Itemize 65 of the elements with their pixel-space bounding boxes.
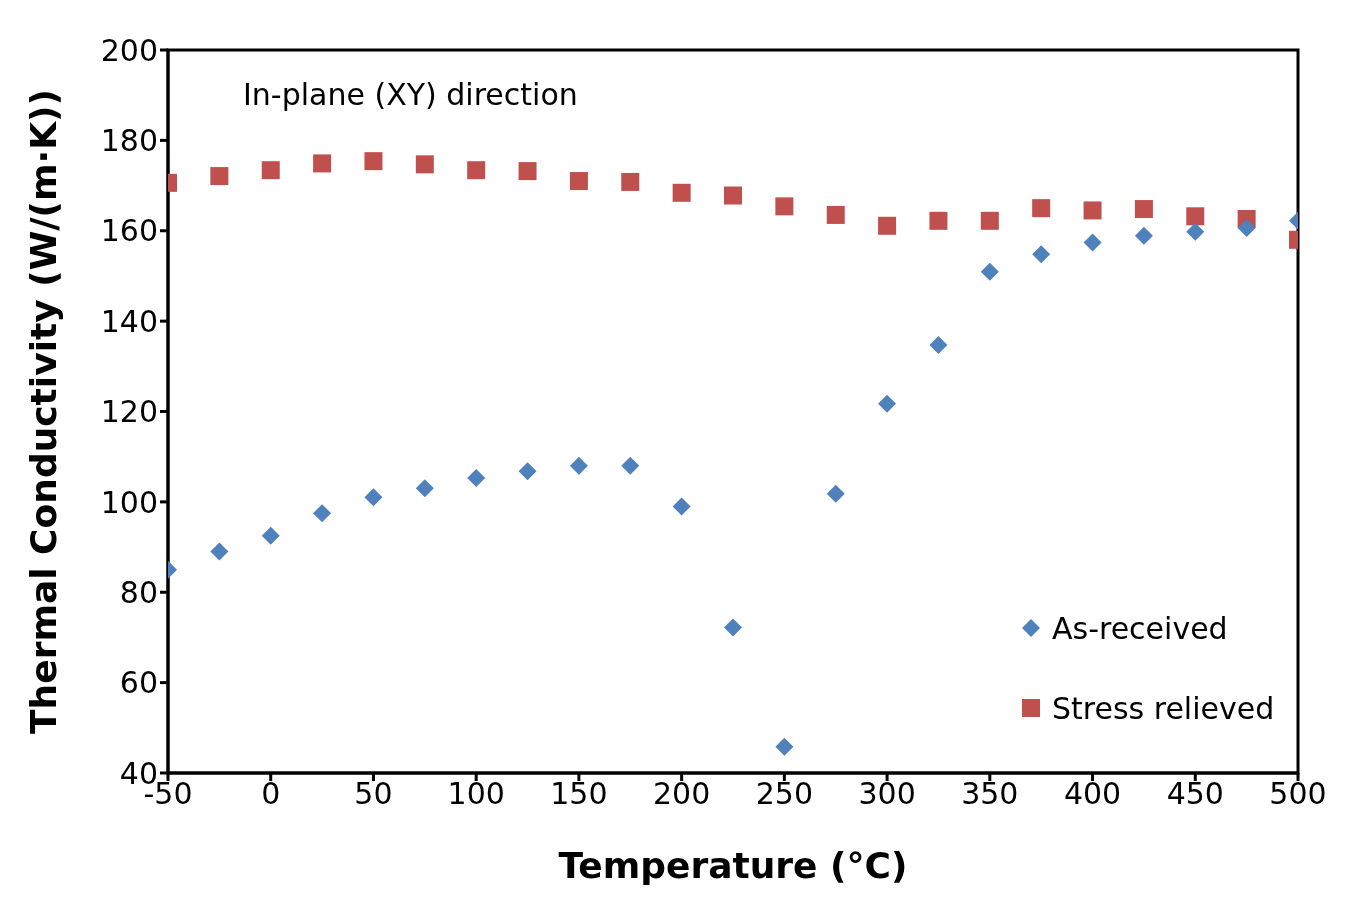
point <box>980 262 999 281</box>
point <box>1134 200 1153 219</box>
point <box>775 737 794 756</box>
y-tick-label: 160 <box>100 213 158 249</box>
annotation: In-plane (XY) direction <box>243 77 578 112</box>
x-tick-label: 350 <box>961 776 1019 812</box>
point <box>775 197 794 216</box>
x-tick-label: 100 <box>447 776 505 812</box>
point <box>878 216 897 235</box>
y-tick-label: 140 <box>100 303 158 339</box>
point <box>1032 199 1051 218</box>
x-tick-label: 0 <box>261 776 281 812</box>
point <box>1032 245 1051 264</box>
y-tick-label: 200 <box>100 32 158 68</box>
x-tick-label: 500 <box>1269 776 1327 812</box>
point <box>569 456 588 475</box>
point <box>467 468 486 487</box>
point <box>672 183 691 202</box>
x-tick-label: 450 <box>1166 776 1224 812</box>
point <box>672 497 691 516</box>
x-tick-label: 200 <box>653 776 711 812</box>
x-tick-label: 300 <box>858 776 916 812</box>
y-tick-label: 60 <box>119 665 158 701</box>
y-tick-label: 180 <box>100 123 158 159</box>
point <box>1186 207 1205 226</box>
y-tick-label: 100 <box>100 484 158 520</box>
y-tick-label: 80 <box>119 574 158 610</box>
x-axis-title: Temperature (°C) <box>558 845 908 886</box>
point <box>210 167 229 186</box>
x-tick-label: 250 <box>755 776 813 812</box>
point <box>826 205 845 224</box>
point <box>980 211 999 230</box>
point <box>929 211 948 230</box>
legend-label: Stress relieved <box>1052 690 1275 726</box>
x-tick-label: 150 <box>550 776 608 812</box>
point <box>724 618 742 637</box>
point <box>1134 226 1153 245</box>
point <box>415 155 434 174</box>
point <box>518 162 537 181</box>
x-tick-label: 400 <box>1063 776 1122 812</box>
point <box>1083 201 1102 220</box>
point <box>826 484 845 503</box>
point <box>313 504 332 523</box>
point <box>1083 233 1102 252</box>
point <box>1186 222 1205 241</box>
point <box>518 462 537 481</box>
y-axis-title: Thermal Conductivity (W/(m·K)) <box>22 89 64 734</box>
point <box>621 172 640 191</box>
point <box>313 154 332 173</box>
point <box>569 172 588 191</box>
point <box>724 186 742 205</box>
y-tick-label: 120 <box>100 394 158 430</box>
point <box>1237 219 1256 238</box>
point <box>929 336 948 355</box>
point <box>467 161 486 180</box>
point <box>364 152 383 171</box>
point <box>415 479 434 498</box>
x-tick-label: 50 <box>354 776 393 812</box>
legend-label: As-received <box>1052 610 1228 646</box>
point <box>878 394 897 413</box>
point <box>261 526 280 545</box>
point <box>621 456 640 475</box>
point <box>261 161 280 180</box>
point <box>364 488 383 507</box>
point <box>210 542 229 561</box>
